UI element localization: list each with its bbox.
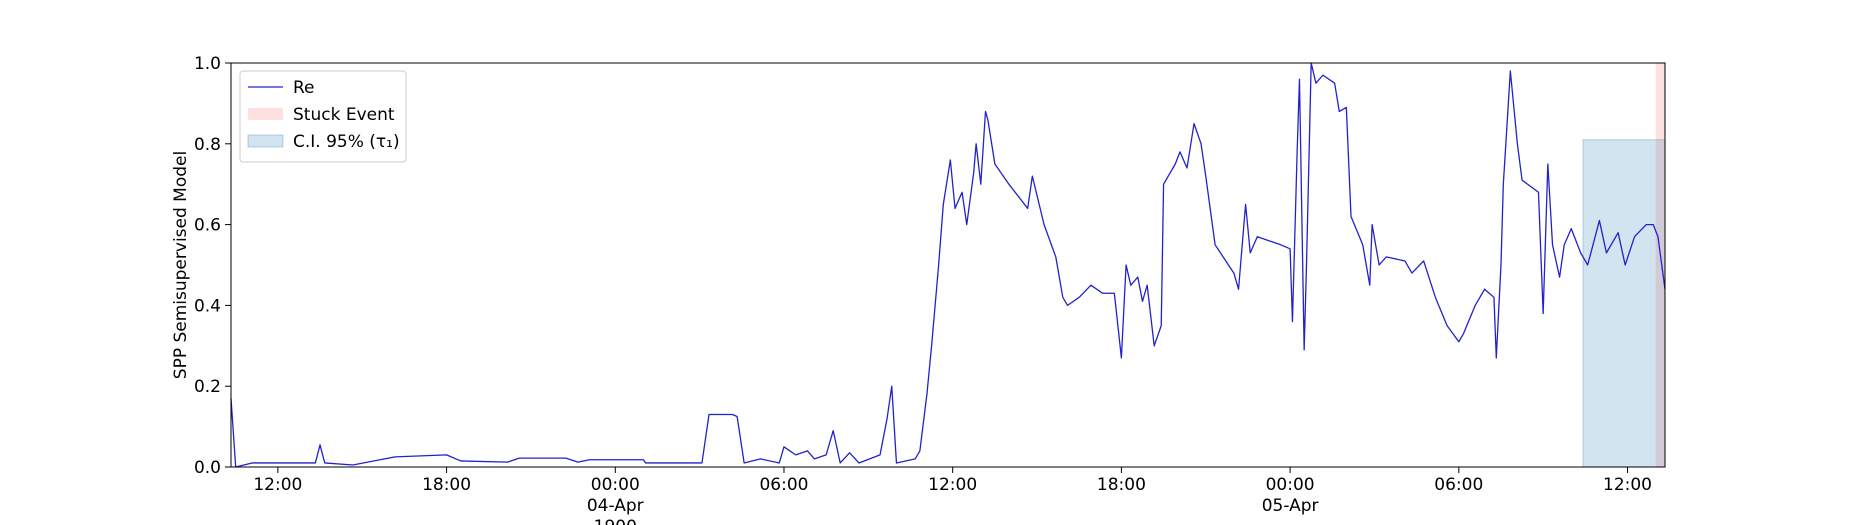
x-tick-label-line: 12:00 <box>928 475 977 495</box>
x-tick-label-line: 1900 <box>594 517 637 525</box>
region <box>1582 139 1666 468</box>
x-tick-label: 06:00 <box>1434 475 1483 495</box>
x-tick-label: 18:00 <box>1097 475 1146 495</box>
legend-swatch <box>248 108 283 120</box>
x-tick-label: 18:00 <box>422 475 471 495</box>
x-tick-label-line: 18:00 <box>422 475 471 495</box>
x-tick-label-line: 06:00 <box>759 475 808 495</box>
y-tick-label: 1.0 <box>194 54 221 74</box>
y-tick-label: 0.4 <box>194 296 221 316</box>
legend-label: Stuck Event <box>293 105 395 125</box>
x-tick-label: 12:00 <box>928 475 977 495</box>
y-axis-label: SPP Semisupervised Model <box>171 151 191 379</box>
axes-frame <box>230 62 1666 468</box>
x-tick-label-line: 06:00 <box>1434 475 1483 495</box>
legend-label: C.I. 95% (τ₁) <box>293 132 400 152</box>
x-tick-label-line: 12:00 <box>253 475 302 495</box>
region <box>1655 63 1665 467</box>
x-tick-label-line: 18:00 <box>1097 475 1146 495</box>
x-tick-label-line: 05-Apr <box>1262 496 1319 516</box>
x-tick-label: 00:00 05-Apr <box>1262 475 1319 516</box>
legend-label: Re <box>293 78 315 98</box>
x-tick-label: 12:00 <box>1603 475 1652 495</box>
y-tick-label: 0.6 <box>194 216 221 236</box>
legend-swatch <box>247 134 284 148</box>
x-tick-label-line: 00:00 <box>591 475 640 495</box>
x-tick-label: 06:00 <box>759 475 808 495</box>
x-tick-label-line: 04-Apr <box>587 496 644 516</box>
y-tick-label: 0.0 <box>194 458 221 478</box>
y-tick-label: 0.2 <box>194 377 221 397</box>
x-tick-label-line: 00:00 <box>1266 475 1315 495</box>
legend-box <box>239 70 407 163</box>
data-line <box>230 62 1666 468</box>
y-tick-label: 0.8 <box>194 135 221 155</box>
x-tick-label: 12:00 <box>253 475 302 495</box>
x-tick-label-line: 12:00 <box>1603 475 1652 495</box>
